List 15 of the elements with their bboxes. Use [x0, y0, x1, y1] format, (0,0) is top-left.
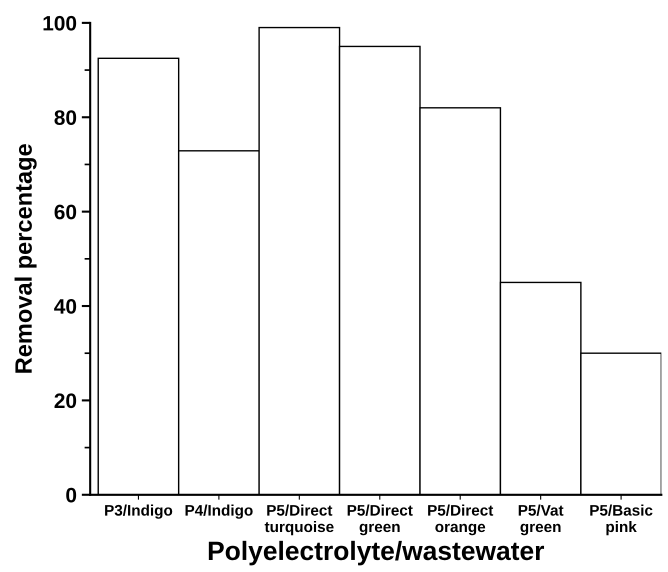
y-axis-title: Removal percentage	[14, 144, 37, 373]
y-tick-label: 20	[54, 393, 76, 408]
x-axis-title: Polyelectrolyte/wastewater	[208, 540, 544, 566]
y-tick-label: 80	[54, 110, 76, 126]
y-tick-label: 60	[54, 204, 76, 220]
x-tick-label: P3/Indigo	[105, 504, 172, 519]
x-tick-label: P5/Direct green	[348, 504, 413, 536]
x-tick-label: P5/Vat green	[518, 504, 564, 536]
x-tick-label: P5/Direct turquoise	[264, 504, 334, 536]
x-tick-label: P5/Basic pink	[590, 504, 653, 536]
y-tick-label: 0	[66, 488, 76, 503]
x-tick-label: P4/Indigo	[186, 504, 253, 519]
y-tick-label: 100	[44, 16, 76, 31]
x-tick-label: P5/Direct orange	[428, 504, 494, 536]
y-tick-label: 40	[54, 299, 76, 314]
